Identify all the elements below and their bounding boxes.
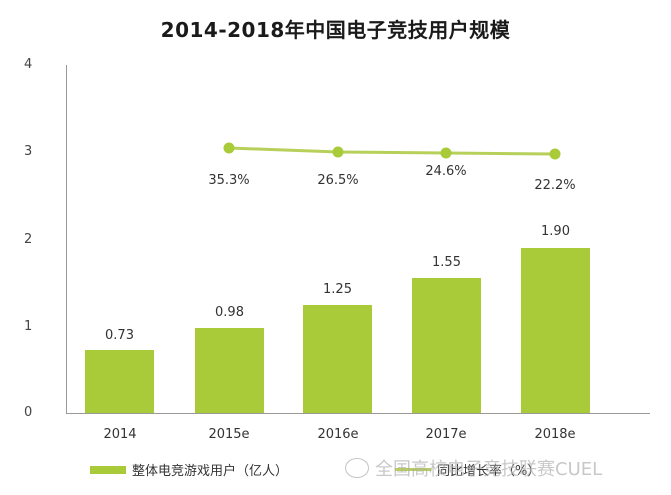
bar-2018e xyxy=(521,248,590,413)
line-marker xyxy=(549,148,561,160)
legend-bar-series: 整体电竞游戏用户（亿人） xyxy=(90,460,288,479)
bar-2014 xyxy=(85,350,154,413)
watermark: 全国高校电子竞技联赛CUEL xyxy=(345,455,602,481)
growth-label: 26.5% xyxy=(317,173,359,188)
legend-line-label: 同比增长率（%） xyxy=(437,464,541,479)
bar-value-label: 0.73 xyxy=(105,328,134,343)
legend-line-swatch xyxy=(395,468,431,471)
legend-bar-swatch xyxy=(90,465,126,474)
y-tick-2: 2 xyxy=(24,232,33,247)
x-axis xyxy=(66,413,650,414)
legend-line-series: 同比增长率（%） xyxy=(395,460,540,479)
y-tick-1: 1 xyxy=(24,319,33,334)
x-tick-label: 2014 xyxy=(103,427,137,442)
y-tick-0: 0 xyxy=(24,405,33,420)
bar-value-label: 0.98 xyxy=(215,305,244,320)
wechat-icon xyxy=(345,458,369,478)
line-marker xyxy=(440,147,452,159)
bar-value-label: 1.55 xyxy=(432,255,461,270)
x-tick-label: 2015e xyxy=(208,427,250,442)
bar-2015e xyxy=(195,328,264,413)
x-tick-label: 2018e xyxy=(534,427,576,442)
x-tick-label: 2016e xyxy=(317,427,359,442)
x-tick-label: 2017e xyxy=(425,427,467,442)
y-tick-4: 4 xyxy=(24,57,33,72)
growth-label: 35.3% xyxy=(208,173,250,188)
legend-bar-label: 整体电竞游戏用户（亿人） xyxy=(132,464,289,479)
line-marker xyxy=(223,142,235,154)
growth-label: 22.2% xyxy=(534,178,576,193)
bar-value-label: 1.90 xyxy=(541,224,570,239)
bar-2017e xyxy=(412,278,481,413)
bar-2016e xyxy=(303,305,372,413)
watermark-text: 全国高校电子竞技联赛CUEL xyxy=(375,459,603,480)
y-tick-3: 3 xyxy=(24,144,33,159)
bar-value-label: 1.25 xyxy=(323,282,352,297)
growth-label: 24.6% xyxy=(425,164,467,179)
line-marker xyxy=(332,146,344,158)
chart-title: 2014-2018年中国电子竞技用户规模 xyxy=(160,18,511,42)
y-axis xyxy=(66,65,67,414)
